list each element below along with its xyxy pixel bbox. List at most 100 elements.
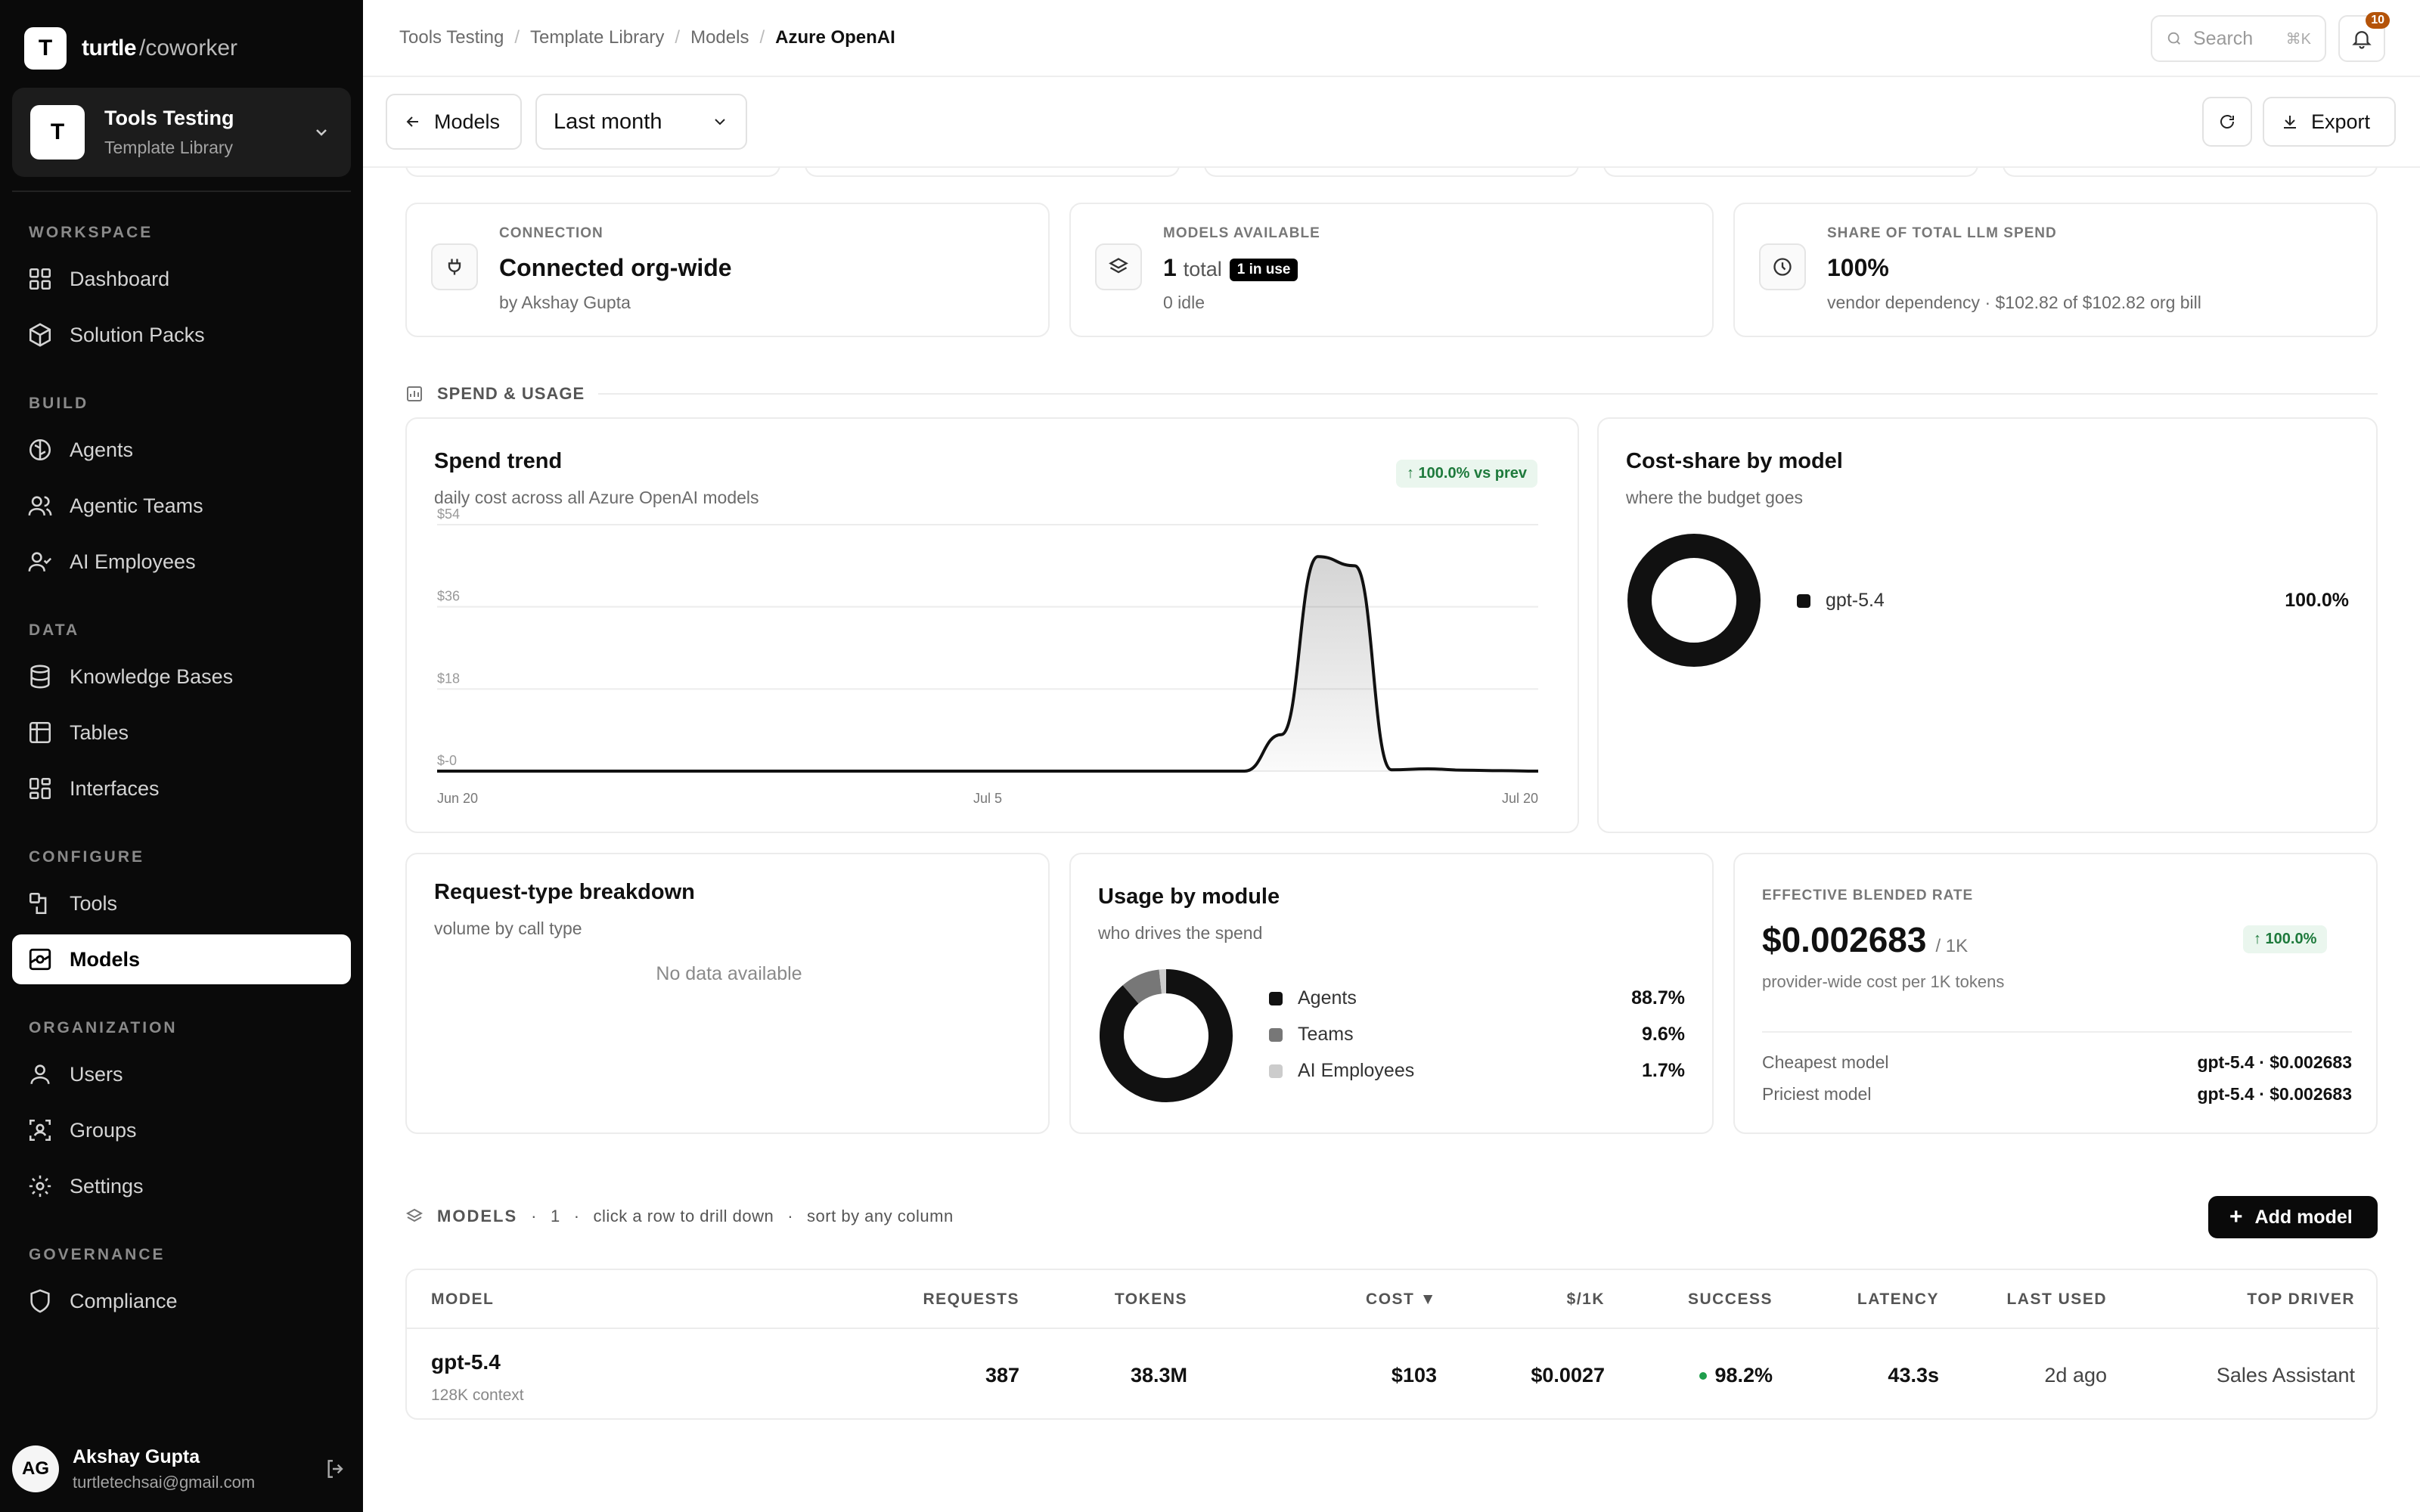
user-icon <box>30 1064 50 1084</box>
divider <box>12 191 351 192</box>
sidebar-item-label: Agentic Teams <box>70 494 203 517</box>
col-success[interactable]: SUCCESS <box>1687 1290 1773 1308</box>
avatar: AG <box>12 1445 59 1492</box>
blended-value: $0.002683 <box>1762 920 1927 959</box>
date-range-select[interactable]: Last month <box>535 94 747 150</box>
card-subtitle: where the budget goes <box>1626 488 1804 507</box>
stat-value-suffix: total <box>1183 258 1222 280</box>
shield-icon <box>30 1289 50 1313</box>
sidebar-item-compliance[interactable]: Compliance <box>12 1276 351 1326</box>
col-cost[interactable]: COST ▼ <box>1366 1290 1437 1308</box>
sidebar-item-solution-packs[interactable]: Solution Packs <box>12 310 351 360</box>
card-subtitle: who drives the spend <box>1098 923 1263 943</box>
user-check-icon <box>28 552 52 572</box>
arrow-left-icon <box>406 116 418 127</box>
logout-icon[interactable] <box>321 1454 351 1484</box>
add-model-button[interactable]: + Add model <box>2208 1196 2378 1238</box>
sidebar-item-groups[interactable]: Groups <box>12 1105 351 1155</box>
sidebar-item-settings[interactable]: Settings <box>12 1161 351 1211</box>
sidebar-item-tables[interactable]: Tables <box>12 708 351 758</box>
sidebar-item-users[interactable]: Users <box>12 1049 351 1099</box>
sidebar-item-label: Settings <box>70 1174 144 1198</box>
col-last-used[interactable]: LAST USED <box>2006 1290 2107 1308</box>
cost-share-card: Cost-share by model where the budget goe… <box>1597 417 2378 833</box>
brain-icon <box>29 438 51 461</box>
search-input[interactable]: Search ⌘K <box>2151 15 2326 62</box>
y-tick-label: $54 <box>437 507 460 522</box>
sidebar-item-agentic-teams[interactable]: Agentic Teams <box>12 481 351 531</box>
tools-icon <box>29 892 47 915</box>
workspace-switcher[interactable]: T Tools Testing Template Library <box>12 88 351 177</box>
models-icon <box>29 948 51 971</box>
spend-area <box>437 556 1538 771</box>
export-label: Export <box>2311 110 2371 133</box>
brand[interactable]: T turtle/coworker <box>24 27 237 70</box>
sidebar-item-agents[interactable]: Agents <box>12 425 351 475</box>
database-icon <box>30 665 50 689</box>
search-placeholder: Search <box>2193 27 2254 49</box>
export-button[interactable]: Export <box>2263 97 2396 147</box>
refresh-icon <box>2220 115 2234 129</box>
legend-label: gpt-5.4 <box>1826 590 1885 611</box>
sidebar-item-label: Knowledge Bases <box>70 665 234 688</box>
chevron-down-icon <box>310 121 333 144</box>
blended-change-badge: ↑ 100.0% <box>2243 925 2328 953</box>
blended-sub: provider-wide cost per 1K tokens <box>1762 972 2005 991</box>
stat-value: 100% <box>1827 254 1889 281</box>
col-tokens[interactable]: TOKENS <box>1114 1290 1187 1308</box>
cell-context: 128K context <box>431 1387 524 1404</box>
card-title: Usage by module <box>1098 885 1280 909</box>
bell-icon <box>2352 31 2372 49</box>
sidebar-item-models[interactable]: Models <box>12 934 351 984</box>
legend-swatch <box>1269 991 1283 1005</box>
blended-label: EFFECTIVE BLENDED RATE <box>1762 888 1974 903</box>
col-per-1k[interactable]: $/1K <box>1566 1290 1605 1308</box>
col-requests[interactable]: REQUESTS <box>923 1290 1019 1308</box>
refresh-button[interactable] <box>2202 97 2252 147</box>
back-to-models-button[interactable]: Models <box>386 94 522 150</box>
legend-item: Teams 9.6% <box>1269 1024 1685 1046</box>
sidebar-item-label: Dashboard <box>70 267 170 290</box>
search-shortcut: ⌘K <box>2285 30 2311 48</box>
cell-tokens: 38.3M <box>1130 1364 1187 1387</box>
col-top-driver[interactable]: TOP DRIVER <box>2247 1290 2355 1308</box>
sidebar-item-tools[interactable]: Tools <box>12 878 351 928</box>
card-edge <box>1603 168 1978 177</box>
success-dot <box>1699 1371 1708 1380</box>
package-icon <box>29 323 51 347</box>
section-organization: ORGANIZATION <box>29 1019 178 1036</box>
stat-sub: 0 idle <box>1163 293 1205 312</box>
col-model[interactable]: MODEL <box>431 1290 495 1308</box>
brand-suffix: /coworker <box>139 36 238 60</box>
stat-value: 1 <box>1163 254 1177 281</box>
sidebar-item-label: Interfaces <box>70 776 160 800</box>
search-icon <box>2167 32 2180 45</box>
priciest-label: Priciest model <box>1762 1084 1872 1104</box>
layout-icon <box>29 777 51 800</box>
user-profile[interactable]: AG Akshay Gupta turtletechsai@gmail.com <box>12 1436 351 1501</box>
cell-success: 98.2% <box>1699 1364 1773 1387</box>
donut-slice <box>1100 969 1233 1102</box>
success-value: 98.2% <box>1714 1364 1773 1387</box>
models-section-header: MODELS · 1 · click a row to drill down ·… <box>405 1207 954 1226</box>
sidebar-item-interfaces[interactable]: Interfaces <box>12 764 351 813</box>
sidebar-item-knowledge-bases[interactable]: Knowledge Bases <box>12 652 351 702</box>
card-title: Request-type breakdown <box>434 880 695 904</box>
sidebar-item-label: Tables <box>70 720 129 744</box>
breadcrumb-item[interactable]: Template Library <box>529 27 665 48</box>
sidebar-item-ai-employees[interactable]: AI Employees <box>12 537 351 587</box>
y-tick-label: $36 <box>437 589 460 604</box>
scan-users-icon <box>29 1119 51 1142</box>
section-workspace: WORKSPACE <box>29 224 154 241</box>
user-email: turtletechsai@gmail.com <box>73 1472 256 1492</box>
sidebar-item-label: Users <box>70 1062 123 1086</box>
breadcrumb-item[interactable]: Models <box>690 27 749 48</box>
sidebar-item-label: Compliance <box>70 1289 178 1312</box>
breadcrumb-item[interactable]: Tools Testing <box>399 27 504 48</box>
sidebar-item-dashboard[interactable]: Dashboard <box>12 254 351 304</box>
notifications-button[interactable]: 10 <box>2338 12 2390 62</box>
legend-pct: 1.7% <box>1642 1060 1685 1081</box>
cell-per-1k: $0.0027 <box>1531 1364 1605 1387</box>
table-row[interactable]: gpt-5.4 128K context 387 38.3M $103 $0.0… <box>407 1331 2379 1420</box>
col-latency[interactable]: LATENCY <box>1857 1290 1939 1308</box>
